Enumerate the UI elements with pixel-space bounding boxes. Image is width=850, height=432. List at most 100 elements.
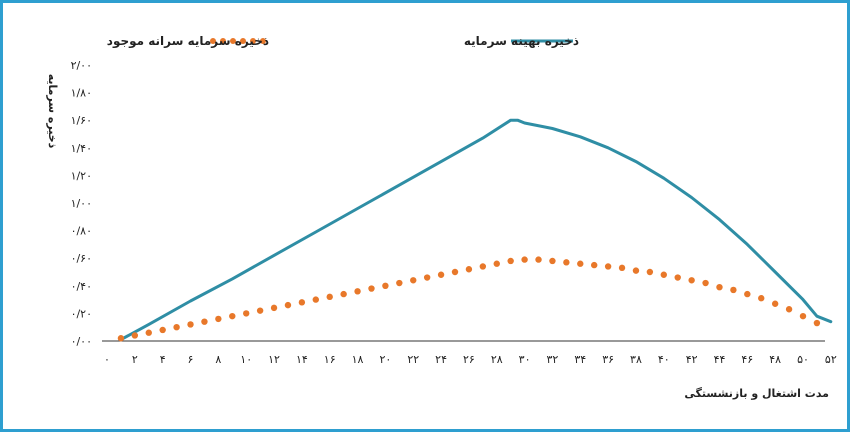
- series-point-current: [730, 286, 737, 294]
- x-tick-label: ۵۰: [797, 353, 809, 366]
- series-point-current: [201, 318, 208, 325]
- series-point-current: [660, 271, 667, 278]
- series-point-current: [326, 293, 333, 301]
- x-tick-label: ۱۴: [296, 353, 308, 366]
- series-point-current: [799, 312, 807, 320]
- y-tick-label: ۱/۸۰: [71, 87, 92, 100]
- series-point-current: [563, 259, 570, 266]
- x-tick-label: ۲۶: [463, 353, 475, 366]
- x-tick-label: ۰: [104, 353, 110, 366]
- series-point-current: [604, 263, 612, 270]
- series-point-current: [298, 299, 306, 306]
- series-point-current: [549, 257, 556, 265]
- x-tick-label: ۲۴: [435, 353, 447, 366]
- series-point-current: [521, 256, 528, 263]
- series-point-current: [785, 306, 793, 313]
- series-point-current: [243, 310, 250, 317]
- y-tick-label: ۰/۶۰: [71, 252, 92, 265]
- y-tick-label: ۰/۲۰: [71, 307, 92, 320]
- series-point-current: [215, 315, 222, 323]
- y-tick-label: ۰/۴۰: [71, 280, 92, 293]
- series-point-current: [493, 260, 500, 267]
- legend-dot: [210, 38, 216, 44]
- series-point-current: [465, 266, 473, 273]
- series-point-current: [270, 304, 278, 312]
- y-tick-label: ۱/۴۰: [71, 142, 92, 155]
- series-point-current: [451, 268, 459, 276]
- x-axis-title: مدت اشتغال و بازنشستگی: [684, 387, 829, 400]
- series-point-current: [256, 307, 264, 314]
- series-point-current: [771, 300, 779, 307]
- y-tick-label: ۱/۲۰: [71, 169, 92, 182]
- y-tick-label: ۱/۰۰: [71, 197, 92, 210]
- x-tick-label: ۴۰: [658, 353, 670, 366]
- series-point-current: [577, 260, 584, 267]
- x-tick-label: ۳۲: [547, 353, 559, 366]
- series-point-current: [646, 268, 654, 276]
- x-tick-label: ۴۶: [741, 353, 753, 366]
- x-tick-label: ۳۶: [602, 353, 614, 366]
- x-tick-label: ۴۲: [686, 353, 698, 366]
- plot-area: [117, 118, 833, 342]
- series-line-optimal: [119, 118, 833, 342]
- series-point-current: [229, 312, 236, 320]
- y-tick-label: ۰/۰۰: [71, 335, 92, 348]
- series-point-current: [187, 321, 194, 328]
- x-tick-label: ۳۰: [519, 353, 531, 366]
- series-point-current: [479, 263, 487, 270]
- series-point-current: [354, 288, 361, 295]
- x-tick-label: ۸: [215, 353, 221, 366]
- series-point-current: [173, 324, 180, 331]
- x-axis-tick-labels: ۰ ۲ ۴ ۶ ۸ ۱۰ ۱۲ ۱۴ ۱۶ ۱۸ ۲۰ ۲۲ ۲۴ ۲۶ ۲۸ ۳۰ ۳۲ ۳۴ ۳۶ ۳۸ ۴۰ ۴۲ ۴…: [104, 353, 837, 366]
- series-point-current: [131, 332, 139, 339]
- x-tick-label: ۴: [160, 353, 166, 366]
- legend-swatch-current: [210, 38, 266, 44]
- series-point-current: [145, 329, 152, 336]
- series-point-current: [535, 256, 542, 263]
- legend-dot: [240, 38, 246, 44]
- series-point-current: [702, 279, 709, 287]
- series-point-current: [410, 277, 417, 284]
- series-point-current: [117, 335, 125, 342]
- legend-dot: [260, 38, 266, 44]
- legend-dot: [230, 38, 236, 44]
- legend-dot: [220, 38, 226, 44]
- series-point-current: [716, 283, 723, 291]
- legend-label-current: ذخیره سرمایه سرانه موجود: [107, 34, 269, 49]
- series-point-current: [284, 301, 292, 309]
- series-point-current: [758, 295, 765, 302]
- x-tick-label: ۳۴: [574, 353, 586, 366]
- x-tick-label: ۵۲: [825, 353, 837, 366]
- series-point-current: [312, 296, 319, 303]
- series-point-current: [396, 279, 403, 287]
- legend: ذخیره بهینه سرمایه ذخیره سرمایه سرانه مو…: [107, 34, 579, 49]
- y-tick-label: ۱/۶۰: [71, 114, 92, 127]
- x-tick-label: ۱۲: [268, 353, 280, 366]
- x-tick-label: ۲۰: [379, 353, 391, 366]
- series-point-current: [368, 285, 375, 292]
- x-tick-label: ۱۶: [324, 353, 336, 366]
- x-tick-label: ۲: [132, 353, 138, 366]
- legend-label-optimal: ذخیره بهینه سرمایه: [464, 34, 579, 48]
- series-point-current: [159, 326, 166, 334]
- series-point-current: [591, 261, 598, 269]
- series-point-current: [340, 290, 347, 298]
- x-tick-label: ۲۸: [491, 353, 503, 366]
- y-axis-title: ذخیره سرمایه: [46, 74, 59, 149]
- series-point-current: [744, 290, 751, 298]
- series-point-current: [437, 271, 445, 278]
- y-tick-label: ۲/۰۰: [71, 59, 92, 72]
- line-chart: ذخیره بهینه سرمایه ذخیره سرمایه سرانه مو…: [46, 34, 837, 400]
- x-tick-label: ۲۲: [407, 353, 419, 366]
- series-point-current: [674, 274, 681, 281]
- x-tick-label: ۴۸: [769, 353, 781, 366]
- x-tick-label: ۶: [188, 353, 194, 366]
- x-tick-label: ۱۸: [352, 353, 364, 366]
- series-point-current: [423, 274, 431, 281]
- series-point-current: [813, 319, 821, 327]
- x-tick-label: ۳۸: [630, 353, 642, 366]
- x-tick-label: ۴۴: [714, 353, 726, 366]
- series-point-current: [688, 277, 695, 284]
- series-point-current: [632, 267, 640, 274]
